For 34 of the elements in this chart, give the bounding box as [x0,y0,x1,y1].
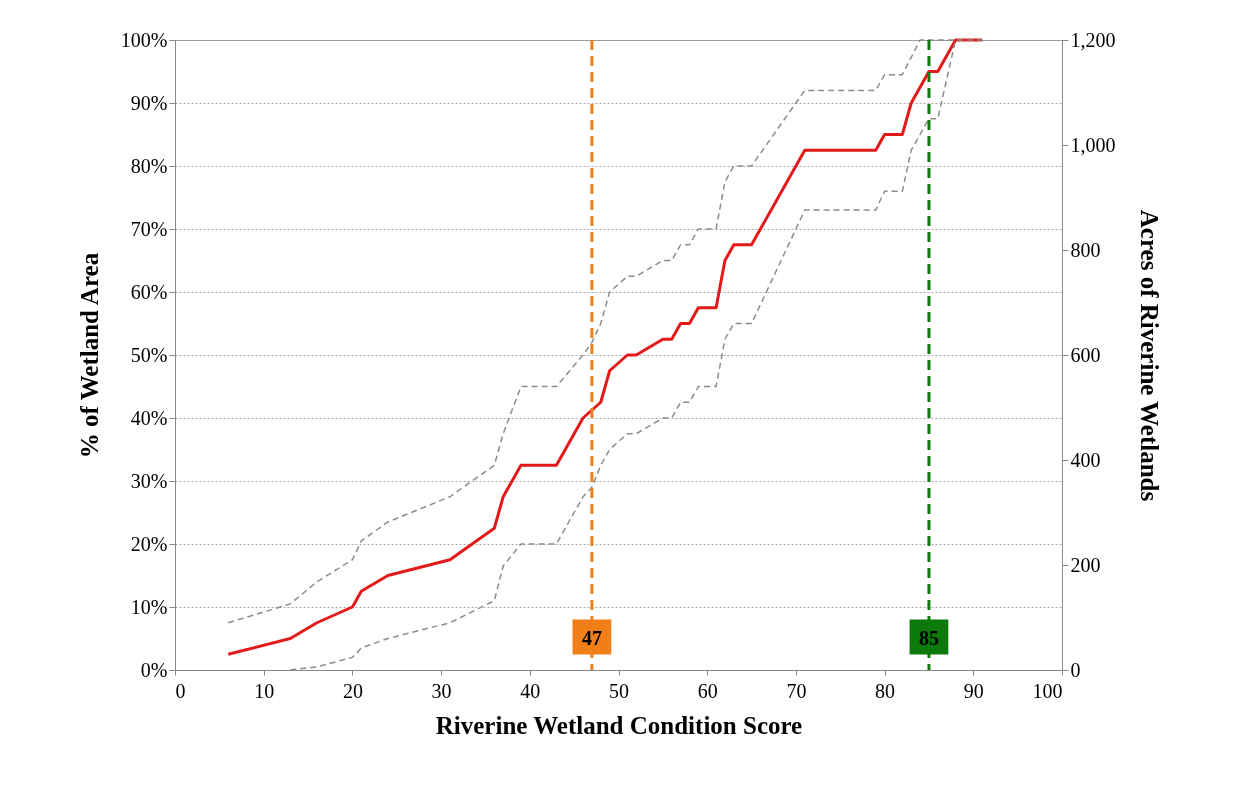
ref-line-label: 47 [581,627,602,649]
y2-tick-label: 400 [1070,448,1101,471]
x-tick-label: 40 [520,679,541,702]
y2-tick-label: 0 [1070,658,1081,681]
y2-axis-title: Acres of Riverine Wetlands [1135,209,1163,502]
ref-line-label: 85 [918,627,939,649]
y-axis-title: % of Wetland Area [75,252,103,459]
x-tick-label: 100 [1032,679,1063,702]
x-tick-label: 50 [609,679,629,702]
y-tick-label: 80% [130,154,168,177]
y-tick-label: 0% [140,658,168,681]
x-tick-label: 0 [175,679,186,702]
y-tick-label: 30% [130,469,168,492]
y2-tick-label: 600 [1070,343,1101,366]
x-tick-label: 70 [786,679,807,702]
y2-tick-label: 800 [1070,238,1101,261]
y2-tick-label: 1,200 [1070,28,1116,51]
y2-tick-label: 1,000 [1070,133,1116,156]
y-tick-label: 50% [130,343,168,366]
x-tick-label: 20 [342,679,363,702]
x-axis-title: Riverine Wetland Condition Score [435,711,803,739]
x-tick-label: 10 [254,679,275,702]
y-tick-label: 40% [130,406,168,429]
y-tick-label: 90% [130,91,168,114]
x-tick-label: 60 [697,679,718,702]
y-tick-label: 10% [130,595,168,618]
y-tick-label: 70% [130,217,168,240]
y-tick-label: 60% [130,280,168,303]
y-tick-label: 20% [130,532,168,555]
y2-tick-label: 200 [1070,553,1101,576]
x-tick-label: 30 [431,679,452,702]
x-tick-label: 80 [875,679,896,702]
y-tick-label: 100% [120,28,168,51]
x-tick-label: 90 [963,679,984,702]
